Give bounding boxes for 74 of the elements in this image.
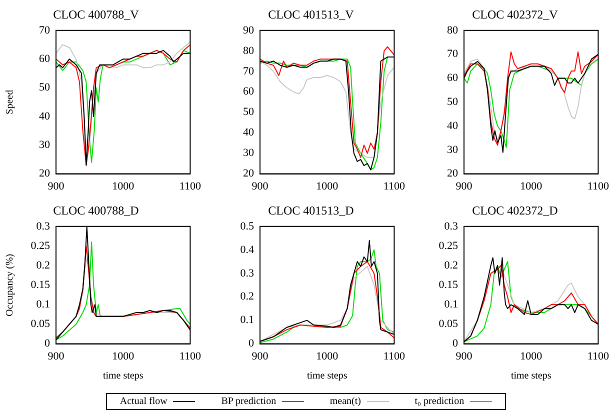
y-tick-label: 0.25 [438,240,458,252]
x-tick-label: 900 [48,180,65,192]
y-tick-label: 20 [447,168,458,180]
y-tick-label: 80 [243,44,254,57]
y-tick-label: 30 [243,147,254,160]
legend-label: Actual flow [120,396,168,407]
x-tick-label: 1100 [383,180,406,192]
x-tick-label: 1000 [316,350,339,362]
x-axis-title: time steps [102,370,144,382]
x-tick-label: 900 [252,180,269,192]
y-tick-label: 70 [39,24,50,36]
chart-title: CLOC 400788_D [53,203,140,218]
y-tick-label: 80 [447,24,458,36]
y-tick-label: 0.5 [240,220,254,232]
y-tick-label: 0.4 [240,244,254,256]
y-tick-label: 0.3 [240,267,254,280]
y-tick-label: 50 [447,96,458,108]
y-axis-title: Speed [4,90,16,114]
y-tick-label: 0.3 [36,220,50,232]
x-tick-label: 900 [456,350,473,362]
y-tick-label: 60 [447,72,458,84]
y-tick-label: 0.15 [30,278,50,291]
y-tick-label: 0.2 [444,259,458,272]
y-tick-label: 40 [243,126,254,139]
x-tick-label: 1000 [520,350,543,362]
y-tick-label: 0 [452,338,458,350]
y-tick-label: 0.25 [30,240,50,252]
y-tick-label: 0.1 [36,298,50,311]
y-tick-label: 0.2 [240,290,254,303]
legend-label: mean(t) [330,396,361,407]
y-tick-label: 30 [447,144,458,156]
chart-title: CLOC 401513_D [268,203,354,218]
y-tick-label: 20 [243,168,254,180]
y-tick-label: 0.2 [36,259,50,272]
chart-title: CLOC 401513_V [268,7,354,22]
y-tick-label: 40 [447,120,458,132]
y-tick-label: 0.1 [444,298,458,311]
x-tick-label: 900 [456,180,473,192]
x-tick-label: 1100 [587,350,610,362]
x-tick-label: 1100 [179,180,202,192]
y-tick-label: 60 [39,52,50,65]
x-tick-label: 1100 [179,350,202,362]
y-tick-label: 0.1 [240,314,254,326]
chart-title: CLOC 402372_V [472,7,558,22]
y-tick-label: 0.05 [438,318,458,330]
x-tick-label: 900 [252,350,269,362]
chart-title: CLOC 402372_D [472,203,558,218]
y-tick-label: 60 [243,86,254,98]
legend-label: BP prediction [221,396,276,407]
x-axis-title: time steps [306,370,348,382]
x-tick-label: 1000 [316,180,339,192]
y-tick-label: 70 [447,48,458,60]
y-tick-label: 50 [243,106,254,118]
x-axis-title: time steps [510,370,552,382]
y-tick-label: 70 [243,65,254,78]
y-axis-title: Occupancy (%) [4,254,16,316]
y-tick-label: 0.15 [438,278,458,291]
y-tick-label: 20 [39,168,50,180]
x-tick-label: 1100 [383,350,406,362]
x-tick-label: 1000 [112,180,135,192]
x-tick-label: 900 [48,350,65,362]
y-tick-label: 0.3 [444,220,458,232]
y-tick-label: 40 [39,110,50,122]
y-tick-label: 0 [248,338,254,350]
legend-label: t₀ prediction [414,396,464,407]
x-tick-label: 1000 [112,350,135,362]
chart-title: CLOC 400788_V [53,7,140,22]
y-tick-label: 0 [44,338,50,350]
y-tick-label: 0.05 [30,318,50,330]
y-tick-label: 90 [243,24,254,36]
y-tick-label: 50 [39,82,50,94]
x-tick-label: 1000 [520,180,543,192]
x-tick-label: 1100 [587,180,610,192]
y-tick-label: 30 [39,139,50,152]
